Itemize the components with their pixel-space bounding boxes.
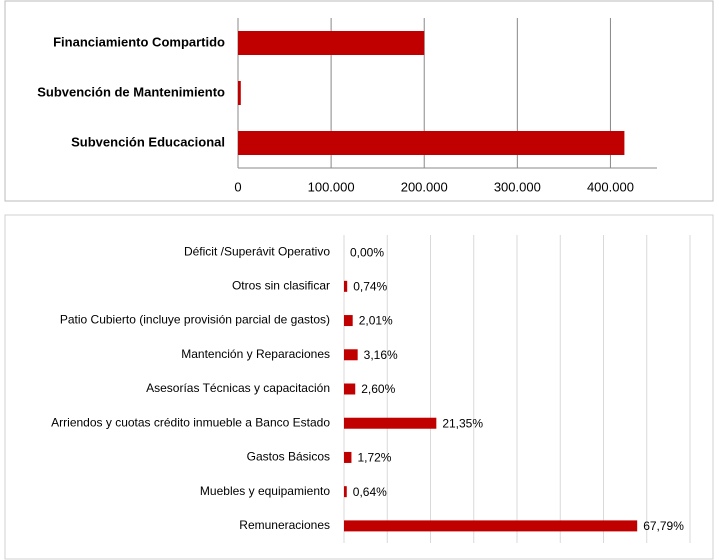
bar	[344, 280, 348, 292]
x-tick-label: 100.000	[308, 179, 355, 194]
data-label: 0,00%	[350, 245, 384, 259]
bar	[344, 417, 437, 429]
category-label: Otros sin clasificar	[232, 279, 330, 293]
category-label: Mantención y Reparaciones	[181, 347, 330, 361]
data-label: 2,60%	[361, 382, 395, 396]
category-label: Asesorías Técnicas y capacitación	[146, 381, 330, 395]
bar	[344, 486, 347, 498]
category-label: Gastos Básicos	[247, 450, 330, 464]
category-label: Financiamiento Compartido	[53, 34, 225, 49]
chart: 0 100.000 200.000 300.000 400.000 Financiamie…	[37, 18, 657, 194]
x-tick-label: 200.000	[401, 179, 448, 194]
category-label: Subvención de Mantenimiento	[37, 84, 225, 99]
data-label: 3,16%	[364, 348, 398, 362]
bar	[344, 451, 352, 463]
category-label: Muebles y equipamiento	[200, 484, 330, 498]
bar	[344, 315, 353, 327]
bar	[344, 520, 638, 532]
bar	[344, 383, 356, 395]
chart-frame	[4, 214, 714, 560]
bar	[238, 131, 625, 155]
chart: Déficit /Superávit Operativo 0,00% Otros s…	[51, 235, 691, 543]
x-tick-label: 0	[234, 179, 241, 194]
data-label: 0,64%	[353, 485, 387, 499]
bar	[238, 31, 425, 55]
data-label: 2,01%	[359, 314, 393, 328]
bar	[238, 81, 241, 105]
data-label: 67,79%	[643, 519, 684, 533]
category-label: Subvención Educacional	[71, 134, 225, 149]
data-label: 21,35%	[442, 416, 483, 430]
data-label: 0,74%	[353, 280, 387, 294]
category-label: Déficit /Superávit Operativo	[184, 244, 330, 258]
x-tick-label: 400.000	[587, 179, 634, 194]
x-tick-label: 300.000	[494, 179, 541, 194]
category-label: Remuneraciones	[239, 518, 330, 532]
category-label: Patio Cubierto (incluye provisión parcia…	[60, 313, 330, 327]
bar	[344, 349, 358, 361]
category-label: Arriendos y cuotas crédito inmueble a Ba…	[51, 415, 330, 429]
data-label: 1,72%	[357, 451, 391, 465]
